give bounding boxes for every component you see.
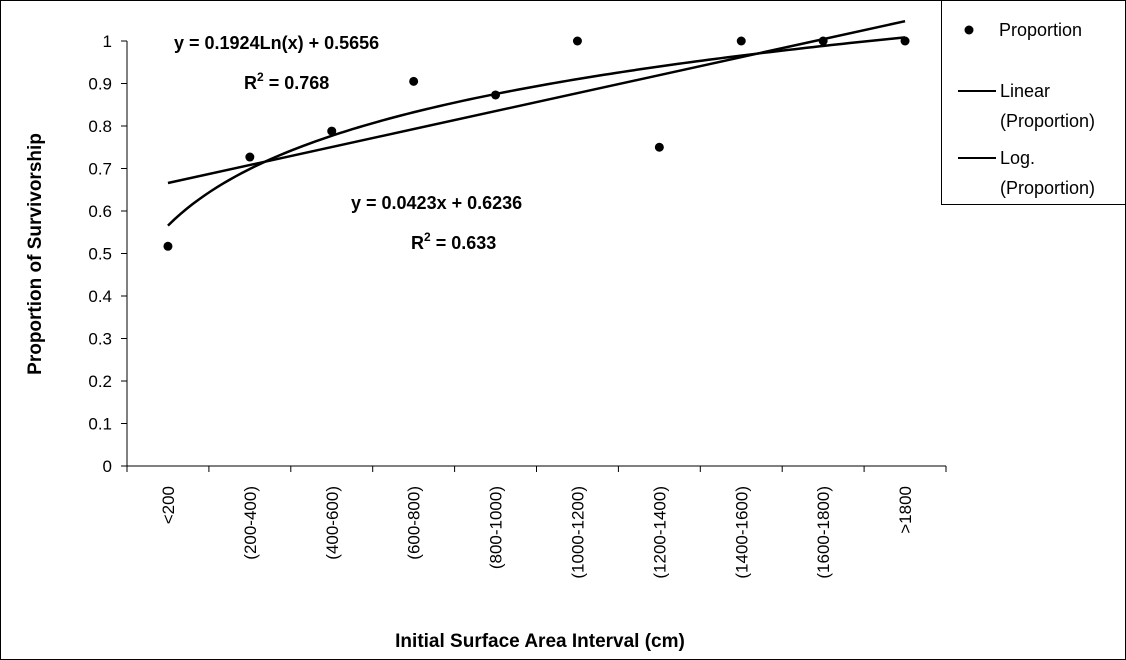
y-tick-label: 1 [103,32,112,51]
data-point [491,90,501,100]
y-tick-label: 0.2 [88,372,112,391]
data-point [245,152,255,162]
data-points [163,36,910,251]
linear-r2-label: R2 = 0.633 [411,230,496,253]
x-axis-ticks: <200 (200-400) (400-600) (600-800) (800-1000… [126,466,947,579]
y-tick-label: 0.7 [88,160,112,179]
y-tick-label: 0.1 [88,415,112,434]
y-axis-title: Proportion of Survivorship [25,133,46,375]
x-tick-label: (1600-1800) [814,486,833,579]
data-point [572,36,582,46]
legend-label-linear-2: (Proportion) [1000,111,1095,131]
y-tick-label: 0.3 [88,330,112,349]
log-equation-label: y = 0.1924Ln(x) + 0.5656 [174,33,379,53]
log-trendline [167,36,906,227]
linear-equation-label: y = 0.0423x + 0.6236 [351,193,522,213]
data-point [900,36,910,46]
y-axis-ticks: 0 0.1 0.2 0.3 0.4 0.5 0.6 0.7 0.8 0.9 1 [88,32,127,476]
data-point [736,36,746,46]
log-r2-prefix: R [244,73,257,93]
trend-lines [167,19,906,227]
y-tick-label: 0.9 [88,75,112,94]
x-tick-label: (200-400) [241,486,260,560]
x-axis-title: Initial Surface Area Interval (cm) [395,631,685,652]
y-tick-label: 0 [103,457,112,476]
x-tick-label: (600-800) [405,486,424,560]
log-r2-suffix: = 0.768 [264,73,330,93]
data-point [327,126,337,136]
x-tick-label: >1800 [896,486,915,534]
data-point [818,36,828,46]
legend-marker-proportion [964,25,974,35]
data-point [409,76,419,86]
linear-r2-sup: 2 [424,230,431,244]
legend-label-log-2: (Proportion) [1000,178,1095,198]
linear-r2-prefix: R [411,233,424,253]
legend-box [941,0,1126,205]
log-r2-sup: 2 [257,70,264,84]
x-tick-label: (800-1000) [487,486,506,569]
data-point [654,142,664,152]
linear-trendline [167,19,906,185]
x-tick-label: (1200-1400) [650,486,669,579]
legend: Proportion Linear (Proportion) Log. (Pro… [941,0,1126,205]
y-tick-label: 0.6 [88,202,112,221]
x-tick-label: (1000-1200) [568,486,587,579]
legend-label-proportion: Proportion [999,20,1082,40]
legend-label-log-1: Log. [1000,148,1035,168]
legend-label-linear-1: Linear [1000,81,1050,101]
y-tick-label: 0.4 [88,287,112,306]
linear-r2-suffix: = 0.633 [431,233,497,253]
x-tick-label: <200 [159,486,178,524]
data-point [163,241,173,251]
x-tick-label: (1400-1600) [732,486,751,579]
x-tick-label: (400-600) [323,486,342,560]
y-tick-label: 0.5 [88,245,112,264]
log-r2-label: R2 = 0.768 [244,70,329,93]
y-tick-label: 0.8 [88,117,112,136]
